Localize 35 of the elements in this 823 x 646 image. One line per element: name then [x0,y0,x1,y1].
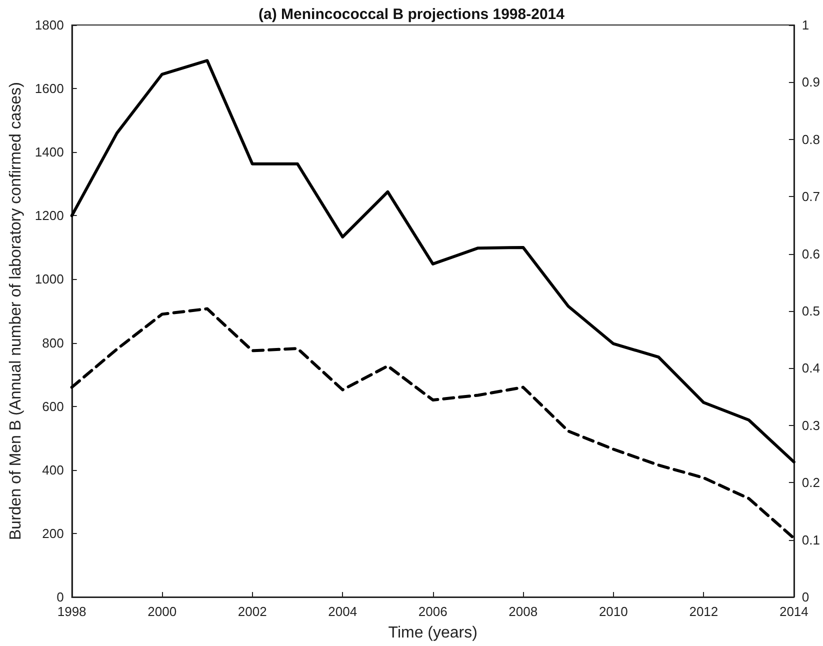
y2-tick-label: 0.9 [802,74,820,90]
x-axis-title: Time (years) [388,624,478,642]
y-tick-label: 1200 [34,208,64,224]
y2-tick-label: 0.6 [802,246,820,262]
y2-tick-label: 0.2 [802,475,820,490]
x-tick-label: 2002 [238,604,267,619]
y2-tick-label: 0.7 [802,189,820,204]
y2-tick-label: 0.1 [802,532,820,548]
y-tick-label: 200 [42,526,64,541]
y2-tick-label: 0.3 [802,418,820,433]
y2-tick-label: 0.8 [802,132,820,147]
x-tick-label: 1998 [57,604,86,619]
y2-tick-label: 0.4 [802,360,820,376]
y2-tick-label: 0.5 [802,304,820,318]
y-tick-label: 1400 [34,144,64,160]
x-tick-label: 2014 [779,604,808,619]
x-tick-label: 2008 [508,604,538,619]
y-tick-label: 1600 [34,81,64,96]
y-tick-label: 600 [42,398,64,414]
y-tick-label: 800 [42,335,64,350]
x-tick-label: 2006 [418,604,448,619]
y2-tick-label: 0 [802,590,810,604]
y-axis-title: Burden of Men B (Annual number of laboratory confirmed cases) [8,82,24,540]
chart-title: (a) Menincococcal B projections 1998-2014 [258,6,566,23]
y2-tick-label: 1 [802,18,810,32]
y-tick-label: 1800 [34,18,64,32]
line-series [70,59,796,464]
line-series [70,307,796,540]
y-tick-label: 1000 [34,272,64,287]
x-tick-label: 2000 [148,604,177,619]
y-tick-label: 0 [56,590,64,604]
x-tick-label: 2012 [689,604,718,619]
x-tick-label: 2004 [328,604,358,619]
y-tick-label: 400 [42,462,64,478]
x-tick-label: 2010 [598,604,628,619]
